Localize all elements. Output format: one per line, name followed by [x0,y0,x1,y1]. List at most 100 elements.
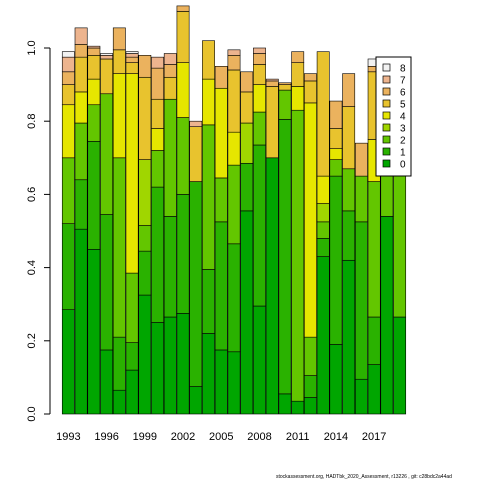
bar-segment-1995-age-0 [87,249,101,415]
bar-segment-2009-age-7 [265,78,279,82]
legend-label-5: 5 [400,100,406,111]
y-axis: 0.0 0.2 0.4 0.6 0.8 1.0 [26,40,51,422]
y-tick-label-1.0: 1.0 [26,40,38,55]
bar-segment-2006-age-6 [227,55,241,71]
bar-segment-2011-age-6 [291,51,305,63]
bar-segment-2006-age-7 [227,49,241,56]
legend-swatch-3 [382,123,391,132]
bar-segment-2003-age-5 [189,126,203,182]
bar-segment-2017-age-1 [367,316,381,365]
bar-segment-2003-age-1 [189,181,203,387]
footer-text: stockassessment.org, HADTbk_2020_Assessm… [276,474,452,480]
x-tick-label-2005: 2005 [209,431,233,443]
legend-swatch-1 [382,147,391,156]
legend-swatch-8 [382,63,391,72]
bar-segment-2017-age-0 [367,364,381,415]
bar-segment-2006-age-1 [227,243,241,353]
bar-segment-2007-age-6 [240,71,254,93]
legend-label-7: 7 [400,76,406,87]
bar-segment-1993-age-7 [61,56,75,73]
x-tick-label-1999: 1999 [133,431,157,443]
bar-segment-1997-age-2 [112,157,126,338]
bar-segment-1996-age-2 [100,93,114,215]
bar-segment-1995-age-6 [87,47,101,56]
legend-swatch-5 [382,99,391,108]
bar-segment-2008-age-4 [253,84,266,113]
bar-segment-1994-age-2 [74,122,88,181]
bar-segment-2001-age-1 [163,216,177,318]
bar-segment-2007-age-3 [240,122,254,164]
bar-segment-1997-age-6 [112,27,126,51]
bar-segment-2009-age-0 [265,157,279,415]
legend-swatch-0 [382,159,391,168]
bar-segment-2010-age-5 [278,84,292,91]
bar-segment-1999-age-5 [138,76,152,160]
bar-segment-2010-age-0 [278,393,292,415]
bar-segment-2015-age-2 [342,168,356,212]
bar-segment-2006-age-2 [227,164,241,245]
bar-segment-1994-age-4 [74,91,88,124]
bar-segment-2014-age-1 [329,175,343,345]
bar-segment-2004-age-1 [202,269,215,334]
bar-segment-2004-age-0 [202,333,215,415]
bar-segment-2009-age-6 [265,80,279,87]
bar-segment-1998-age-5 [125,62,139,74]
bar-segment-2014-age-0 [329,344,343,415]
bar-segment-2012-age-6 [304,73,317,82]
y-tick-label-0.2: 0.2 [26,333,38,348]
x-tick-label-2014: 2014 [324,431,348,443]
x-axis: 1993 1996 1999 2002 2005 2008 2011 2014 2017 [56,431,386,443]
bar-segment-1998-age-2 [125,272,139,343]
legend-label-0: 0 [400,160,406,171]
bar-segment-2008-age-6 [253,53,266,65]
bar-segment-2014-age-6 [329,100,343,129]
bar-segment-2013-age-3 [316,203,330,223]
bar-segment-1996-age-5 [100,58,114,95]
bar-segment-2001-age-2 [163,98,177,217]
bar-segment-2017-age-2 [367,181,381,318]
bar-segment-1996-age-1 [100,214,114,351]
bar-segment-2004-age-5 [202,40,215,80]
bar-segment-2006-age-0 [227,351,241,415]
bar-segment-2014-age-5 [329,128,343,149]
bar-segment-1998-age-0 [125,369,139,415]
bar-segment-2000-age-4 [151,128,164,151]
bar-segment-1997-age-4 [112,73,126,159]
bar-segment-2015-age-1 [342,210,356,261]
bar-segment-2005-age-1 [214,221,228,351]
bar-segment-2007-age-0 [240,210,254,415]
legend-label-8: 8 [400,64,406,75]
bar-segment-2001-age-5 [163,76,177,100]
bar-segment-2012-age-4 [304,102,317,338]
bar-segment-2010-age-2 [278,89,292,120]
y-tick-label-0.6: 0.6 [26,187,38,202]
bar-segment-2015-age-5 [342,106,356,170]
y-tick-label-0.4: 0.4 [26,260,38,275]
bar-segment-2010-age-1 [278,119,292,395]
bar-segment-1997-age-0 [112,389,126,415]
bar-segment-1993-age-4 [61,104,75,159]
bar-segment-2011-age-4 [291,86,305,111]
bar-segment-2007-age-5 [240,91,254,124]
bar-segment-1995-age-1 [87,141,101,250]
bar-segment-2000-age-0 [151,322,164,415]
bar-segment-1993-age-6 [61,71,75,85]
bar-segment-1994-age-6 [74,44,88,58]
bar-segment-1994-age-7 [74,27,88,45]
bar-segment-1993-age-0 [61,309,75,415]
bar-segment-2013-age-4 [316,175,330,204]
bar-segment-2013-age-1 [316,238,330,257]
bar-segment-1998-age-4 [125,73,139,274]
bar-segment-2010-age-6 [278,82,292,85]
legend-swatch-7 [382,75,391,84]
bar-segment-2005-age-6 [214,66,228,89]
bar-segment-2005-age-2 [214,177,228,223]
bar-segment-2001-age-6 [163,64,177,78]
bar-segment-2007-age-1 [240,162,254,212]
bar-segment-1998-age-1 [125,342,139,371]
bar-segment-2013-age-5 [316,51,330,177]
bar-segment-2014-age-4 [329,148,343,160]
legend-swatch-4 [382,111,391,120]
